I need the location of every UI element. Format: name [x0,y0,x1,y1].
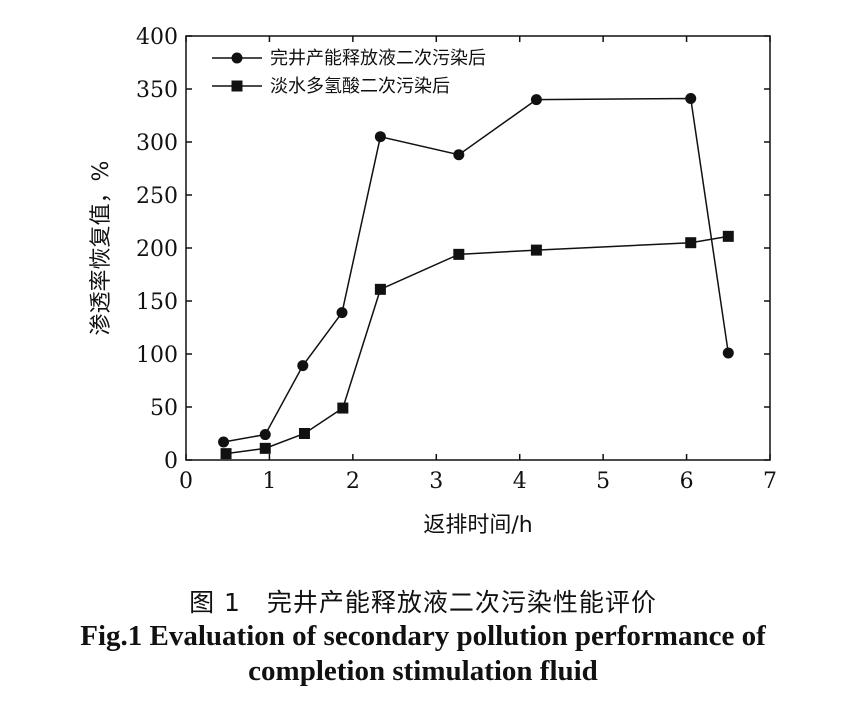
x-tick-label: 5 [596,469,610,494]
y-tick-label: 0 [164,449,178,474]
line-chart: 0 1 2 3 4 5 6 7 0 50 100 150 200 250 300 350 400 返排时间/h 渗透… [89,25,777,538]
x-tick-label: 1 [262,469,276,494]
series-1-point [722,347,734,359]
y-tick-label: 300 [136,131,178,156]
series-2-line [225,235,729,455]
x-axis-label: 返排时间/h [423,513,532,538]
y-axis-label: 渗透率恢复值，% [89,161,114,336]
series-1 [218,93,734,448]
circle-marker-icon [231,52,243,64]
series-2-point [220,448,232,460]
y-tick-label: 200 [136,237,178,262]
series-2-point [530,244,542,256]
series-2 [220,230,734,460]
y-tick-label: 150 [136,290,178,315]
x-tick-label: 6 [680,469,694,494]
series-1-point [530,94,542,106]
legend-label: 完井产能释放液二次污染后 [270,48,486,69]
series-2-point [685,237,697,249]
chart-axes: 0 1 2 3 4 5 6 7 0 50 100 150 200 250 300 350 400 返排时间/h 渗透… [89,25,777,538]
series-1-point [336,307,348,319]
x-tick-label: 0 [179,469,193,494]
y-tick-label: 250 [136,184,178,209]
series-1-line [223,97,730,443]
series-1-point [374,131,386,143]
y-tick-label: 350 [136,78,178,103]
figure-caption-chinese: 图 1 完井产能释放液二次污染性能评价 [189,588,657,617]
y-tick-label: 100 [136,343,178,368]
x-tick-label: 7 [763,469,777,494]
y-tick-label: 50 [150,396,178,421]
series-2-point [259,442,271,454]
chart-series [218,93,734,460]
square-marker-icon [231,80,243,92]
series-1-point [297,360,309,372]
series-2-point [374,283,386,295]
series-1-point [218,436,230,448]
figure-caption-english-line2: completion stimulation fluid [248,655,598,687]
series-1-point [685,93,697,105]
series-1-point [453,149,465,161]
series-2-point [337,402,349,414]
x-tick-label: 4 [513,469,527,494]
x-tick-label: 3 [429,469,443,494]
series-2-point [298,428,310,439]
x-tick-label: 2 [346,469,360,494]
series-2-point [453,248,465,260]
figure-caption-english-line1: Fig.1 Evaluation of secondary pollution … [80,620,766,652]
plot-frame [185,35,771,461]
legend-item-2: 淡水多氢酸二次污染后 [212,76,450,97]
legend-item-1: 完井产能释放液二次污染后 [212,48,486,69]
legend-label: 淡水多氢酸二次污染后 [270,76,450,97]
series-2-point [722,230,734,242]
series-1-point [259,429,271,441]
y-tick-label: 400 [136,25,178,50]
